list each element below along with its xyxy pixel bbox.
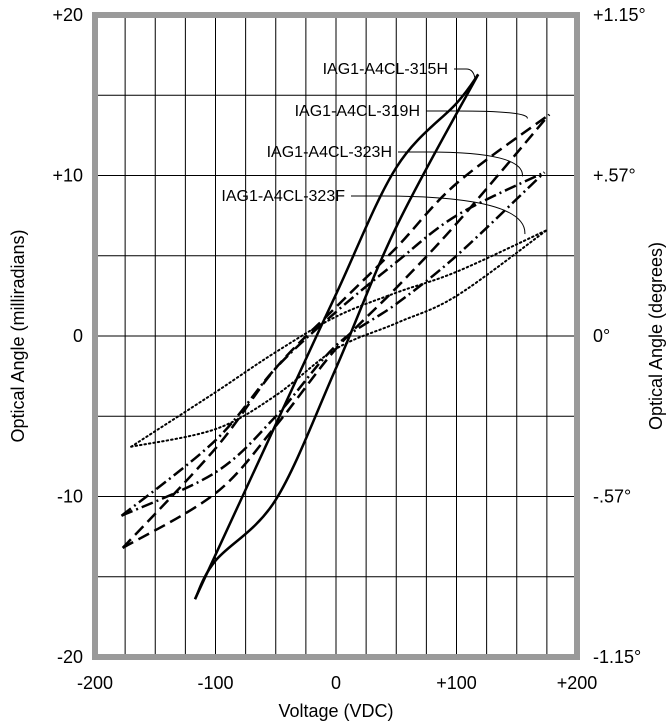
y2-tick-label: 0° [593, 326, 610, 346]
series-0 [193, 73, 480, 600]
x-tick-label: -100 [197, 673, 233, 693]
x-axis-title: Voltage (VDC) [278, 701, 393, 721]
y-tick-label: +20 [52, 5, 83, 25]
series-line-lower [130, 229, 548, 448]
axis-titles: Voltage (VDC) Optical Angle (milliradian… [8, 229, 666, 721]
x-tick-label: 0 [331, 673, 341, 693]
y2-axis-title: Optical Angle (degrees) [646, 242, 666, 430]
label-leader-line [398, 151, 523, 177]
label-leader-line [454, 68, 476, 81]
y-tick-label: 0 [73, 326, 83, 346]
series-2 [120, 171, 546, 517]
label-leader-line [351, 195, 526, 235]
y-axis-title: Optical Angle (milliradians) [8, 229, 28, 442]
x-tick-label: -200 [77, 673, 113, 693]
y-tick-label: +10 [52, 166, 83, 186]
x-tick-label: +200 [557, 673, 598, 693]
series-labels: IAG1-A4CL-315H IAG1-A4CL-319H IAG1-A4CL-32… [221, 61, 448, 205]
series-line-lower [193, 73, 480, 600]
series-3 [130, 229, 548, 448]
y-tick-label: -20 [57, 647, 83, 667]
series-label: IAG1-A4CL-319H [295, 103, 420, 120]
series-line-upper [121, 113, 551, 549]
plot-frame [92, 12, 580, 660]
series-line-upper [193, 73, 480, 600]
series-line-upper [120, 171, 546, 517]
y2-tick-label: +.57° [593, 166, 636, 186]
label-leaders [351, 68, 528, 235]
y2-tick-label: -.57° [593, 487, 631, 507]
grid [95, 15, 577, 657]
y2-tick-label: +1.15° [593, 5, 646, 25]
y-tick-label: -10 [57, 487, 83, 507]
y2-tick-label: -1.15° [593, 647, 641, 667]
tick-labels: -200 -100 0 +100 +200+20+100-10-20+1.15°+.57… [52, 5, 645, 693]
series-label: IAG1-A4CL-323F [221, 188, 345, 205]
x-tick-label: +100 [436, 673, 477, 693]
series-label: IAG1-A4CL-315H [323, 61, 448, 78]
series-label: IAG1-A4CL-323H [267, 144, 392, 161]
series-group [120, 73, 551, 600]
series-line-upper [130, 229, 548, 448]
label-leader-line [426, 110, 528, 119]
